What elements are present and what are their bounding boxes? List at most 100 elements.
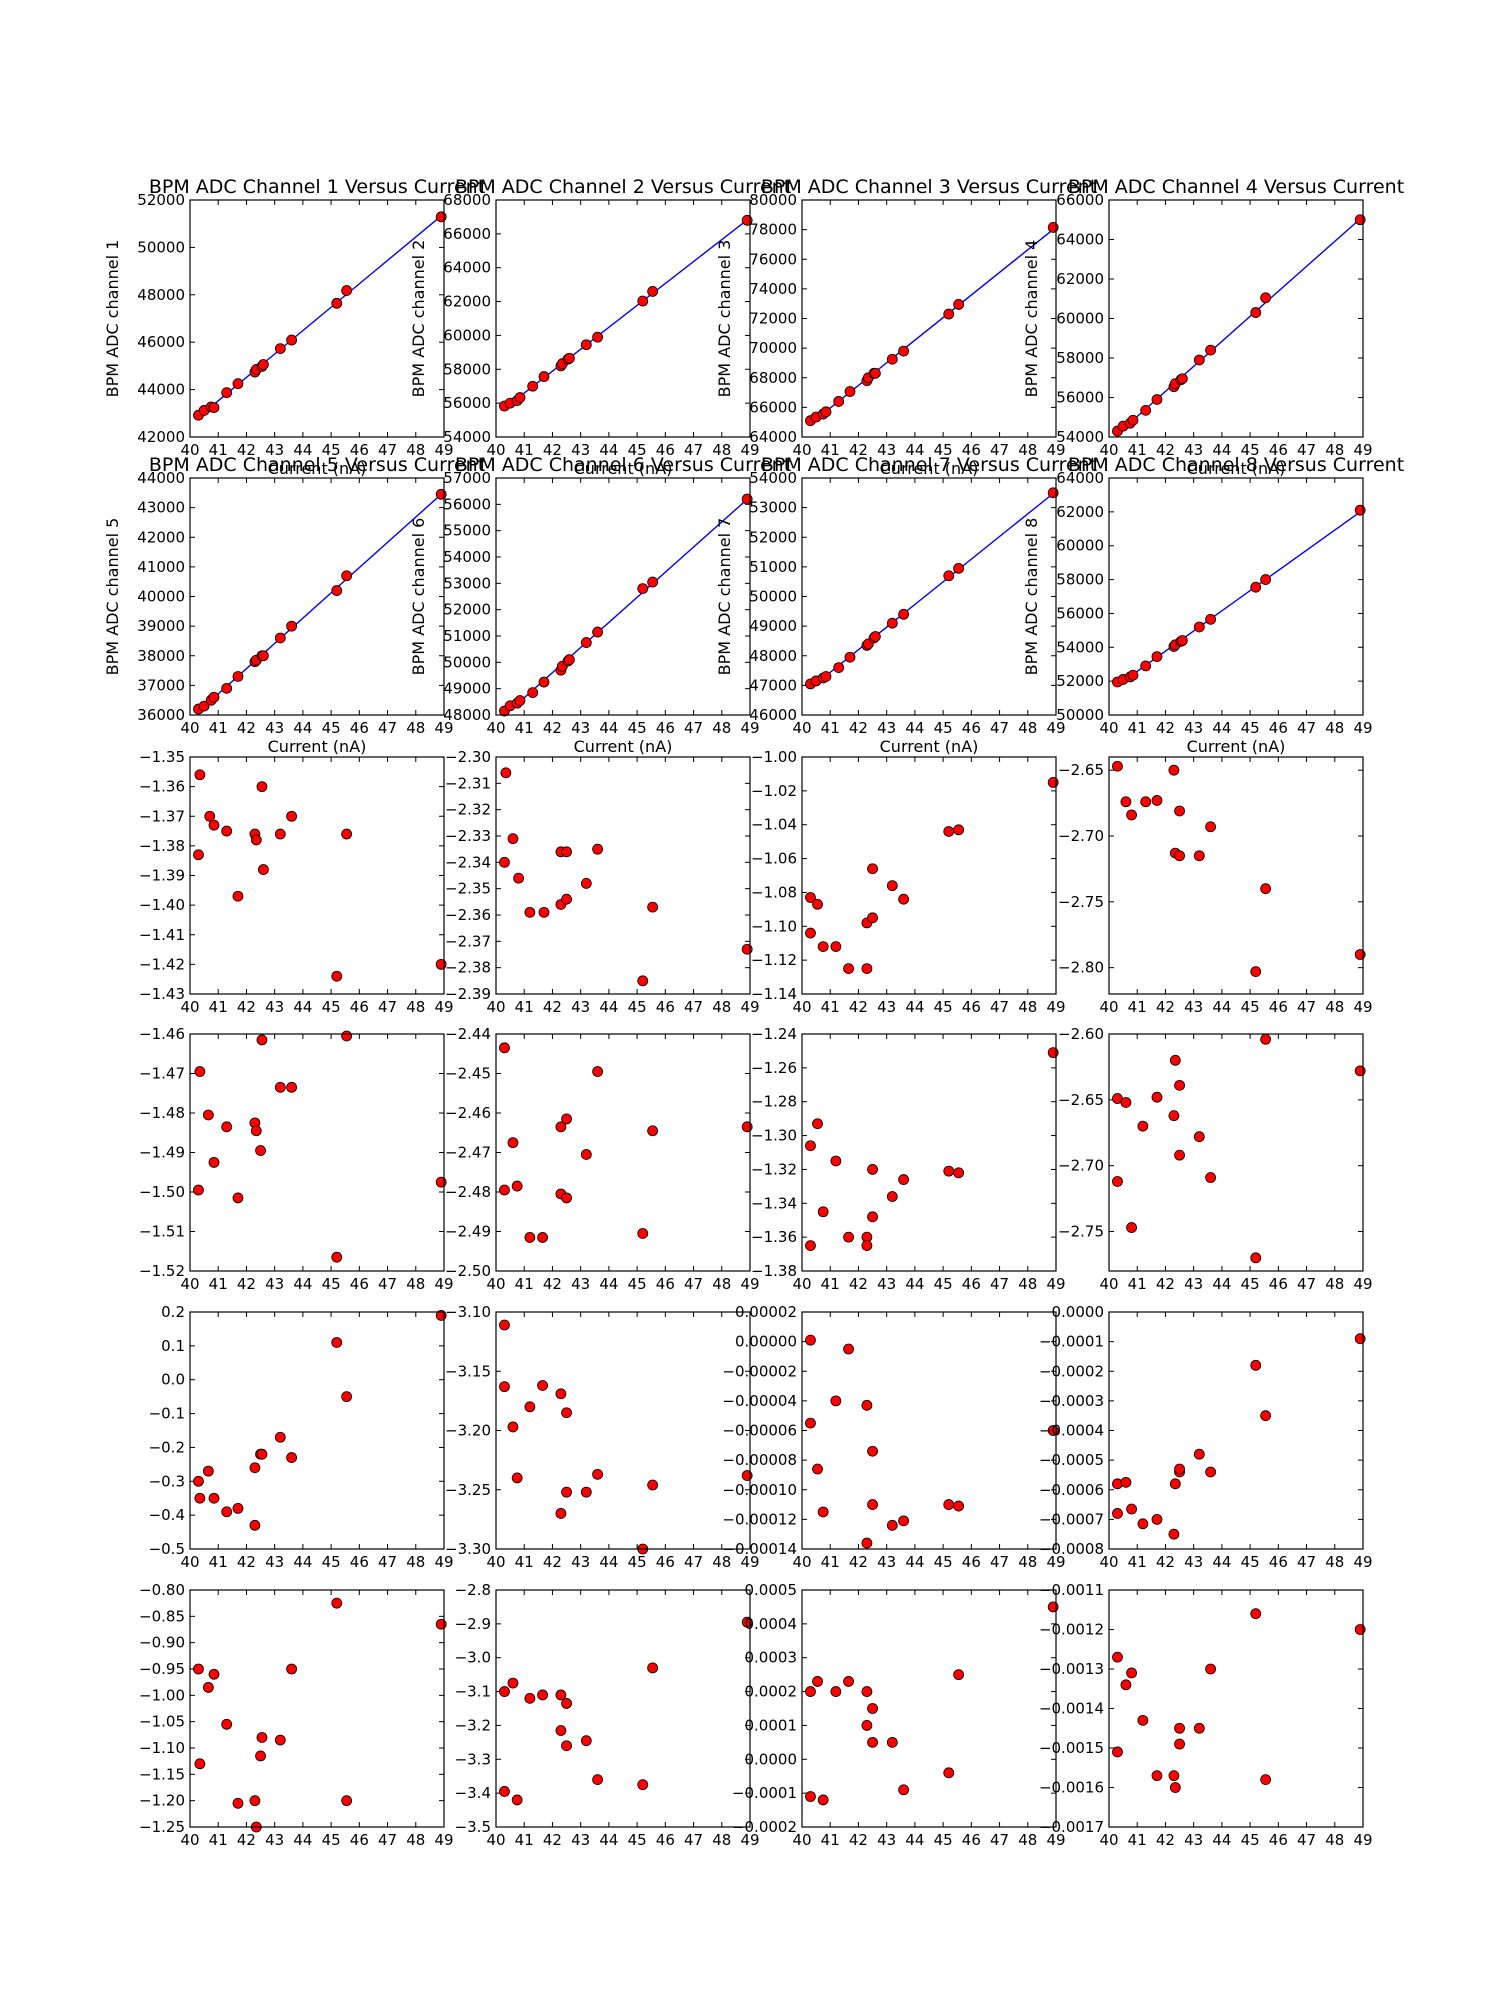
x-tick-label: 44 — [293, 1553, 312, 1571]
x-tick-label: 47 — [990, 441, 1009, 459]
y-tick-label: 0.0004 — [745, 1615, 798, 1633]
data-point — [538, 906, 550, 918]
data-point — [1120, 796, 1132, 808]
y-tick-label: −2.65 — [1058, 761, 1104, 779]
y-axis-label: BPM ADC channel 4 — [1022, 240, 1041, 398]
y-tick-label: −1.08 — [751, 883, 797, 901]
data-point — [1112, 1746, 1123, 1758]
x-tick-label: 42 — [237, 1553, 256, 1571]
data-point — [1205, 613, 1216, 625]
y-tick-label: −3.2 — [455, 1716, 491, 1734]
data-point — [499, 1686, 510, 1697]
data-point — [1260, 292, 1272, 304]
x-tick-label: 49 — [740, 1553, 759, 1571]
x-tick-label: 46 — [1269, 998, 1288, 1016]
data-point — [647, 286, 659, 297]
y-tick-label: −2.39 — [445, 985, 491, 1003]
data-point — [637, 295, 649, 307]
data-point — [844, 386, 856, 397]
data-point — [513, 872, 524, 884]
y-tick-label: 0.0 — [161, 1371, 185, 1389]
x-tick-label: 40 — [792, 719, 811, 737]
x-tick-label: 41 — [515, 1275, 534, 1293]
data-point — [221, 1121, 233, 1133]
data-point — [580, 1486, 592, 1498]
y-tick-label: 56000 — [443, 394, 491, 412]
y-tick-label: −2.75 — [1058, 893, 1104, 911]
chart-title: BPM ADC Channel 1 Versus Current — [149, 176, 485, 198]
y-tick-label: −1.00 — [751, 748, 797, 766]
x-tick-label: 46 — [962, 1831, 981, 1849]
data-point — [527, 380, 539, 392]
chart-title: BPM ADC Channel 4 Versus Current — [1068, 176, 1404, 198]
x-tick-label: 40 — [1099, 998, 1118, 1016]
data-point — [250, 834, 262, 846]
y-tick-label: −3.3 — [455, 1750, 491, 1768]
data-point — [1205, 1663, 1216, 1675]
y-tick-label: 58000 — [443, 360, 491, 378]
data-point — [820, 406, 832, 418]
y-tick-label: 51000 — [443, 627, 491, 645]
y-tick-label: −1.04 — [751, 816, 797, 834]
data-point — [953, 824, 965, 836]
y-tick-label: 68000 — [443, 191, 491, 209]
data-point — [1140, 404, 1152, 416]
x-tick-label: 49 — [1353, 1831, 1372, 1849]
data-point — [208, 1492, 220, 1504]
y-tick-label: −2.50 — [445, 1262, 491, 1280]
x-tick-label: 45 — [628, 719, 647, 737]
x-tick-label: 46 — [1269, 1831, 1288, 1849]
data-point — [341, 1030, 353, 1042]
x-tick-label: 42 — [237, 998, 256, 1016]
plot-frame — [495, 756, 751, 995]
data-point — [204, 810, 216, 822]
data-point — [331, 585, 343, 596]
x-tick-label: 40 — [180, 1275, 199, 1293]
data-point — [886, 1191, 898, 1202]
data-point — [1047, 487, 1059, 499]
x-tick-label: 46 — [350, 1553, 369, 1571]
plot-frame — [1108, 477, 1364, 716]
plot-frame — [495, 1589, 751, 1828]
x-tick-label: 46 — [962, 441, 981, 459]
y-tick-label: −0.0016 — [1039, 1779, 1104, 1797]
data-point — [286, 1452, 298, 1463]
data-point — [843, 1676, 854, 1687]
data-point — [286, 334, 298, 346]
data-point — [1137, 1714, 1149, 1726]
data-point — [507, 1421, 519, 1433]
data-point — [943, 1165, 955, 1177]
data-point — [817, 1506, 829, 1518]
y-tick-label: −0.0002 — [1039, 1362, 1104, 1380]
y-tick-label: 0.00002 — [735, 1303, 797, 1321]
plot-frame — [189, 1589, 445, 1828]
y-tick-label: 60000 — [1056, 537, 1104, 555]
data-point — [1205, 821, 1216, 833]
data-point — [1174, 850, 1185, 862]
y-tick-label: −2.8 — [455, 1581, 491, 1599]
data-point — [830, 941, 842, 952]
x-tick-label: 49 — [740, 998, 759, 1016]
x-tick-label: 42 — [1156, 1553, 1175, 1571]
plot-frame — [495, 1311, 751, 1550]
y-tick-label: −1.35 — [139, 748, 185, 766]
y-tick-label: 66000 — [749, 398, 797, 416]
data-point — [861, 1537, 873, 1549]
subplot-4: 40 41 42 43 44 45 46 47 48 4954000560005800060000… — [1022, 176, 1404, 478]
x-tick-label: 43 — [1184, 1553, 1203, 1571]
x-tick-label: 40 — [1099, 441, 1118, 459]
data-point — [805, 1240, 816, 1252]
data-point — [194, 1492, 206, 1504]
y-tick-label: −0.0006 — [1039, 1481, 1104, 1499]
y-tick-label: −1.38 — [751, 1262, 797, 1280]
data-point — [1151, 394, 1163, 405]
y-tick-label: 66000 — [443, 225, 491, 243]
data-point — [805, 892, 816, 903]
y-tick-label: 60000 — [443, 326, 491, 344]
y-tick-label: −1.05 — [139, 1713, 185, 1731]
x-tick-label: 42 — [849, 719, 868, 737]
x-tick-label: 48 — [1018, 1275, 1037, 1293]
y-tick-label: −2.65 — [1058, 1091, 1104, 1109]
y-tick-label: −2.49 — [445, 1223, 491, 1241]
x-tick-label: 41 — [209, 998, 228, 1016]
